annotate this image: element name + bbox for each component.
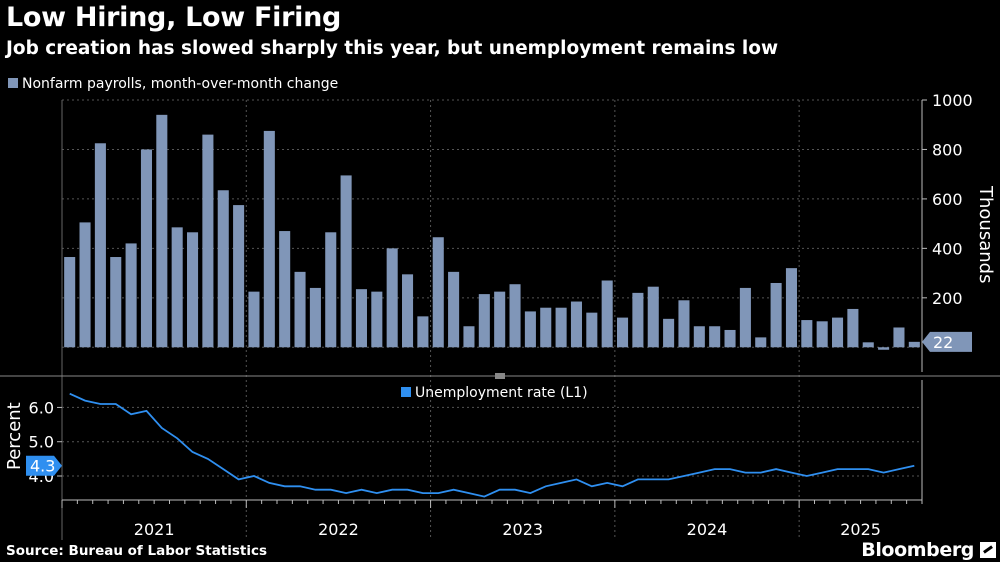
bar-ytick-label: 1000 [932, 91, 973, 110]
payroll-bar-2022-12 [417, 316, 429, 348]
payroll-bar-2022-08 [355, 289, 367, 348]
bar-last-value-label: 22 [933, 333, 953, 352]
bloomberg-logo-icon [980, 542, 996, 558]
chart-title: Low Hiring, Low Firing [6, 2, 342, 33]
x-axis-year-label-2022: 2022 [318, 520, 359, 539]
line-last-value-callout [26, 455, 62, 476]
payroll-bar-2023-09 [555, 307, 567, 348]
chart-subtitle: Job creation has slowed sharply this yea… [6, 38, 779, 59]
payroll-bar-2024-10 [755, 337, 767, 348]
payroll-bar-2025-03 [832, 317, 844, 348]
line-ytick-label: 6.0 [29, 398, 54, 417]
payroll-bar-2021-02 [79, 222, 91, 348]
payroll-bar-2022-06 [325, 232, 337, 348]
payroll-bar-2024-04 [663, 318, 675, 348]
payroll-bar-2025-08 [908, 341, 920, 348]
payroll-bar-2025-04 [847, 308, 859, 348]
x-axis-year-label-2023: 2023 [502, 520, 543, 539]
payroll-bar-2021-09 [187, 232, 199, 348]
payroll-bar-2021-11 [217, 190, 229, 348]
payroll-bar-2024-07 [709, 326, 721, 348]
panel-resize-handle [495, 373, 505, 379]
payroll-bar-2025-07 [893, 327, 905, 348]
bar-ytick-label: 600 [932, 190, 963, 209]
payroll-bar-2023-02 [448, 271, 460, 348]
x-axis-year-label-2021: 2021 [134, 520, 175, 539]
payroll-bar-2022-04 [294, 271, 306, 348]
payroll-bar-2022-11 [402, 274, 414, 348]
payroll-bar-2024-01 [617, 317, 629, 348]
payroll-bar-2024-02 [632, 292, 644, 348]
bar-last-value-callout [922, 331, 972, 352]
bar-ytick-label: 800 [932, 140, 963, 159]
payroll-bar-2023-07 [524, 311, 536, 348]
source-note: Source: Bureau of Labor Statistics [6, 543, 268, 559]
line-legend-swatch [401, 387, 411, 397]
payroll-bar-2024-12 [785, 268, 797, 348]
payroll-bar-2021-12 [233, 205, 245, 348]
bar-ytick-label: 200 [932, 289, 963, 308]
payroll-bar-2021-07 [156, 114, 168, 348]
payroll-bar-2025-01 [801, 320, 813, 348]
x-axis-year-label-2024: 2024 [687, 520, 728, 539]
payroll-bar-2023-10 [570, 301, 582, 348]
payroll-bar-2022-10 [386, 248, 398, 348]
payroll-bar-2024-09 [739, 287, 751, 348]
bar-axis-label: Thousands [975, 185, 996, 283]
line-ytick-label: 5.0 [29, 433, 54, 452]
payroll-bar-2022-09 [371, 291, 383, 348]
payroll-bar-2023-03 [463, 326, 475, 348]
payroll-bar-2025-05 [862, 342, 874, 348]
payroll-bar-2023-11 [586, 312, 598, 348]
payroll-bar-2023-04 [478, 294, 490, 348]
payroll-bar-2024-08 [724, 329, 736, 348]
payroll-bar-2021-08 [171, 227, 183, 348]
payroll-bar-2021-03 [94, 143, 106, 348]
payroll-bar-2022-05 [309, 287, 321, 348]
payroll-bar-2021-06 [140, 149, 152, 348]
payroll-bar-2021-04 [110, 257, 122, 348]
payroll-bar-2022-07 [340, 175, 352, 348]
payroll-bar-2023-01 [432, 237, 444, 348]
payroll-bar-2021-05 [125, 243, 137, 348]
payroll-bar-2022-02 [263, 130, 275, 348]
bar-legend-swatch [8, 78, 18, 88]
unemployment-line [69, 392, 915, 498]
payroll-bar-2021-10 [202, 134, 214, 348]
bar-legend-label: Nonfarm payrolls, month-over-month chang… [22, 76, 338, 92]
payroll-bar-2024-11 [770, 282, 782, 348]
payroll-bar-2023-06 [509, 284, 521, 348]
payroll-bar-2022-01 [248, 291, 260, 348]
payroll-bar-2022-03 [279, 231, 291, 348]
x-axis-year-label-2025: 2025 [840, 520, 881, 539]
payroll-bar-2025-06 [878, 347, 890, 350]
bar-ytick-label: 400 [932, 239, 963, 258]
line-last-value-label: 4.3 [30, 457, 55, 476]
payroll-bar-2021-01 [64, 257, 76, 348]
payroll-bar-2024-05 [678, 300, 690, 348]
payroll-bar-2024-03 [647, 286, 659, 348]
payroll-bar-2023-12 [601, 280, 613, 348]
payroll-bar-2025-02 [816, 321, 828, 348]
payroll-bar-2023-05 [494, 291, 506, 348]
payroll-bar-2024-06 [693, 326, 705, 348]
line-axis-label: Percent [4, 402, 25, 470]
brand-logo-text: Bloomberg [861, 539, 974, 561]
payroll-bar-2023-08 [540, 307, 552, 348]
line-legend-label: Unemployment rate (L1) [415, 385, 588, 401]
